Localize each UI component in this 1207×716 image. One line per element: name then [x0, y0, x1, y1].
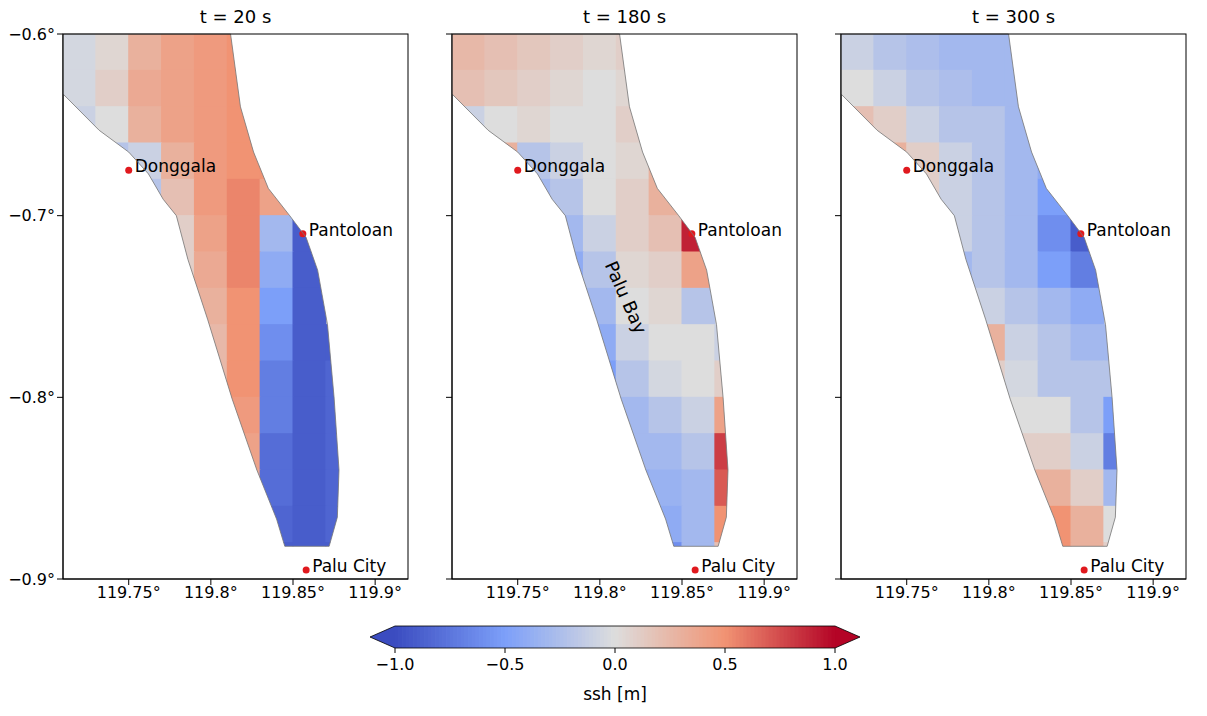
svg-text:119.75°: 119.75° [97, 583, 161, 602]
svg-text:Donggala: Donggala [524, 156, 605, 176]
svg-text:Palu City: Palu City [312, 556, 386, 576]
svg-text:119.9°: 119.9° [1126, 583, 1180, 602]
svg-text:0.5: 0.5 [712, 655, 737, 674]
svg-text:119.85°: 119.85° [1039, 583, 1103, 602]
svg-text:119.8°: 119.8° [184, 583, 238, 602]
svg-text:1.0: 1.0 [822, 655, 847, 674]
svg-text:Palu Bay: Palu Bay [601, 258, 652, 337]
html-text:t = 300 s: t = 300 s [972, 6, 1055, 27]
svg-text:−0.6°: −0.6° [8, 25, 55, 44]
html-text:t = 20 s: t = 20 s [199, 6, 272, 27]
svg-text:Palu City: Palu City [701, 556, 775, 576]
svg-text:Palu City: Palu City [1090, 556, 1164, 576]
svg-text:−0.8°: −0.8° [8, 388, 55, 407]
svg-text:−1.0: −1.0 [376, 655, 415, 674]
svg-text:−0.5: −0.5 [486, 655, 525, 674]
svg-text:Pantoloan: Pantoloan [1087, 220, 1171, 240]
svg-text:119.75°: 119.75° [486, 583, 550, 602]
svg-text:119.8°: 119.8° [573, 583, 627, 602]
svg-text:ssh [m]: ssh [m] [583, 684, 647, 704]
svg-text:−0.9°: −0.9° [8, 570, 55, 589]
svg-text:119.9°: 119.9° [737, 583, 791, 602]
svg-text:119.85°: 119.85° [650, 583, 714, 602]
svg-text:Donggala: Donggala [913, 156, 994, 176]
svg-text:Pantoloan: Pantoloan [698, 220, 782, 240]
svg-text:Pantoloan: Pantoloan [309, 220, 393, 240]
svg-text:119.75°: 119.75° [875, 583, 939, 602]
svg-text:−0.7°: −0.7° [8, 206, 55, 225]
svg-text:119.9°: 119.9° [348, 583, 402, 602]
svg-text:119.85°: 119.85° [261, 583, 325, 602]
svg-text:Donggala: Donggala [135, 156, 216, 176]
svg-text:0.0: 0.0 [602, 655, 627, 674]
svg-text:119.8°: 119.8° [962, 583, 1016, 602]
html-text:t = 180 s: t = 180 s [583, 6, 666, 27]
